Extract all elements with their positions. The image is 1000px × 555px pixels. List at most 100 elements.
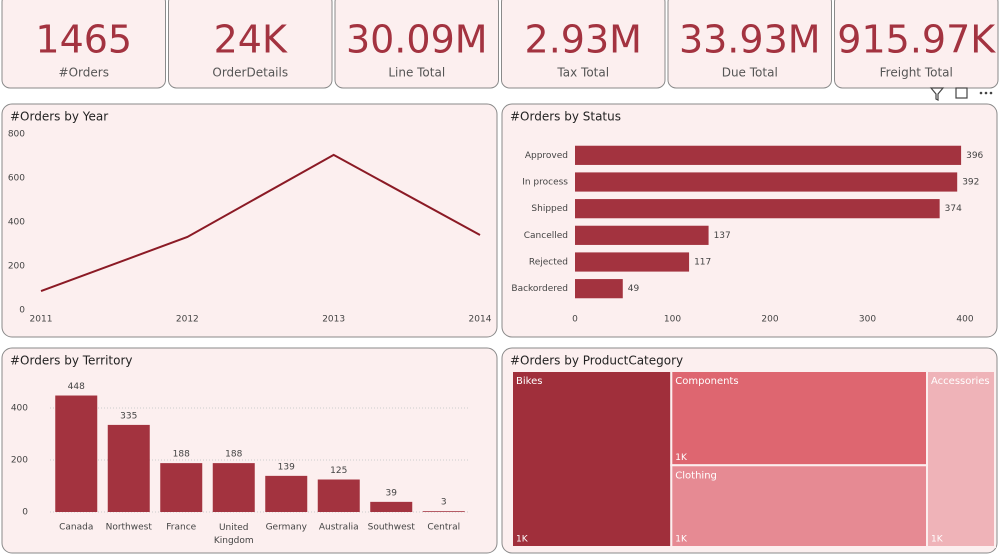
bar [265, 475, 308, 512]
y-tick-label: Cancelled [524, 231, 568, 241]
tile-label: Accessories [931, 376, 990, 387]
kpi-label: #Orders [59, 66, 109, 80]
bar [575, 225, 709, 245]
kpi-value: 33.93M [679, 18, 821, 62]
chart-title: #Orders by Territory [10, 354, 133, 368]
tile-label: Clothing [675, 470, 717, 481]
kpi-card [168, 0, 333, 89]
data-label: 188 [225, 450, 242, 460]
bar [160, 463, 203, 512]
bar [575, 145, 962, 165]
tile-value: 1K [675, 453, 688, 463]
data-label: 448 [68, 382, 85, 392]
data-label: 3 [441, 498, 447, 508]
kpi-value: 24K [214, 18, 288, 62]
y-tick-label: Shipped [531, 204, 568, 214]
treemap-tile [511, 370, 673, 548]
x-tick-label: 2013 [322, 315, 345, 325]
x-tick-label-line: United [219, 523, 249, 533]
kpi-card [667, 0, 832, 89]
tile-value: 1K [675, 535, 688, 545]
kpi-card [501, 0, 666, 89]
bar [575, 252, 690, 272]
y-tick-label: 400 [11, 404, 28, 414]
kpi-card [1, 0, 166, 89]
filter-icon[interactable] [929, 87, 945, 101]
data-label: 125 [330, 466, 347, 476]
kpi-label: Freight Total [880, 66, 953, 80]
kpi-value: 30.09M [346, 18, 488, 62]
line-series [40, 153, 481, 293]
data-label: 396 [966, 151, 983, 161]
chart-title: #Orders by Year [10, 110, 108, 124]
bar [55, 395, 98, 512]
bar [212, 463, 255, 512]
x-tick-label: 0 [572, 315, 578, 325]
chart-panel [1, 103, 498, 338]
tile-label: Components [675, 376, 738, 387]
x-tick-label: 200 [761, 315, 778, 325]
focus-icon[interactable] [955, 87, 968, 99]
treemap-tile [670, 370, 929, 467]
visual-toolbar[interactable] [929, 87, 993, 101]
y-tick-label: Backordered [511, 284, 568, 294]
y-tick-label: 200 [11, 456, 28, 466]
x-tick-label: 2012 [176, 315, 199, 325]
bar [575, 279, 623, 299]
y-tick-label: 800 [8, 130, 25, 140]
bar [107, 424, 150, 512]
x-tick-label: 300 [859, 315, 876, 325]
kpi-value: 2.93M [525, 18, 642, 62]
bar [575, 199, 940, 219]
x-tick-label: United Kingdom [214, 523, 254, 546]
data-label: 374 [945, 204, 962, 214]
chart-title: #Orders by Status [510, 110, 621, 124]
data-label: 139 [278, 462, 295, 472]
treemap-tile [926, 370, 996, 548]
y-tick-label: 0 [19, 306, 25, 316]
x-tick-label: 100 [664, 315, 681, 325]
y-tick-label: 600 [8, 174, 25, 184]
data-label: 117 [694, 258, 711, 268]
kpi-card [334, 0, 499, 89]
data-label: 335 [120, 411, 137, 421]
y-tick-label: 200 [8, 262, 25, 272]
more-icon[interactable] [979, 91, 993, 95]
y-tick-label: Approved [525, 151, 568, 161]
x-tick-label: Central [427, 523, 460, 533]
y-tick-label: Rejected [529, 258, 568, 268]
data-label: 39 [386, 488, 398, 498]
x-tick-label: Australia [319, 523, 359, 533]
x-tick-label-line: Kingdom [214, 536, 254, 546]
kpi-value: 1465 [35, 18, 132, 62]
chart-panel [501, 103, 998, 338]
bar [422, 511, 465, 512]
x-tick-label: 400 [956, 315, 973, 325]
y-tick-label: In process [522, 178, 568, 188]
x-tick-label: France [166, 523, 196, 533]
chart-title: #Orders by ProductCategory [510, 354, 683, 368]
bar [317, 479, 360, 512]
kpi-label: OrderDetails [212, 66, 288, 80]
kpi-label: Due Total [722, 66, 778, 80]
bar [370, 501, 413, 512]
kpi-value: 915.97K [837, 18, 996, 62]
kpi-label: Line Total [388, 66, 445, 80]
y-tick-label: 400 [8, 218, 25, 228]
kpi-card [834, 0, 999, 89]
kpi-label: Tax Total [556, 66, 609, 80]
tile-value: 1K [931, 535, 944, 545]
x-tick-label: Southwest [368, 523, 416, 533]
tile-label: Bikes [516, 376, 542, 387]
x-tick-label: Canada [59, 523, 93, 533]
data-label: 392 [962, 178, 979, 188]
x-tick-label: Northwest [106, 523, 153, 533]
data-label: 49 [628, 284, 640, 294]
data-label: 137 [714, 231, 731, 241]
tile-value: 1K [516, 535, 529, 545]
data-label: 188 [173, 450, 190, 460]
x-tick-label: 2014 [469, 315, 492, 325]
y-tick-label: 0 [22, 508, 28, 518]
x-tick-label: 2011 [30, 315, 53, 325]
